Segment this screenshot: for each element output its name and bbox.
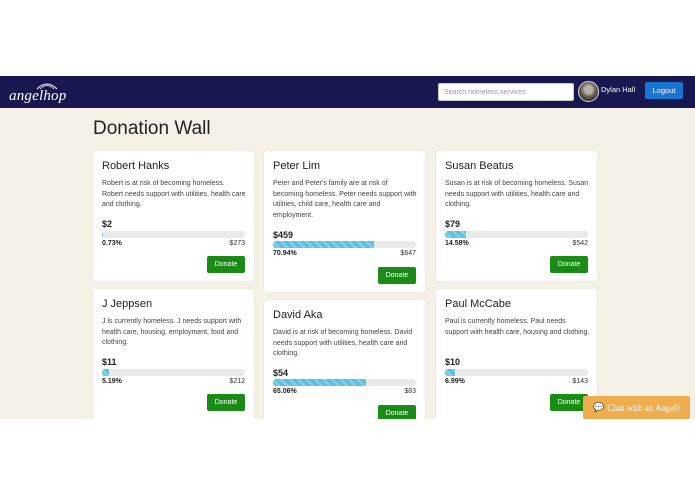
progress-fill — [273, 379, 367, 386]
card-description: Robert is at risk of becoming homeless. … — [102, 180, 246, 208]
card-name: David Aka — [273, 309, 323, 321]
user-name: Dylan Hall — [601, 85, 636, 94]
donate-button[interactable]: Donate — [550, 256, 588, 273]
card-percent: 0.73% — [102, 240, 122, 247]
progress-fill — [102, 231, 104, 238]
main-content: Donation Wall Robert Hanks Robert is at … — [0, 108, 695, 419]
donate-button[interactable]: Donate — [550, 394, 588, 411]
logout-button[interactable]: Logout — [645, 82, 683, 99]
card-goal: $143 — [572, 378, 588, 385]
card-name: Peter Lim — [273, 160, 321, 172]
progress-bar — [273, 241, 416, 248]
card-name: Paul McCabe — [445, 298, 512, 310]
progress-bar — [102, 369, 245, 376]
card-goal: $542 — [572, 240, 588, 247]
top-blank-area — [0, 0, 695, 76]
donation-card: Robert Hanks Robert is at risk of becomi… — [93, 151, 254, 281]
progress-fill — [273, 241, 375, 248]
progress-bar — [273, 379, 416, 386]
avatar[interactable] — [578, 81, 599, 102]
progress-fill — [445, 369, 455, 376]
card-percent: 5.19% — [102, 378, 122, 385]
donation-card: David Aka David is at risk of becoming h… — [264, 300, 425, 419]
progress-bar — [445, 369, 588, 376]
chat-bubble-icon: 💬 — [593, 402, 605, 412]
logo-text: angelhop — [9, 88, 67, 104]
donation-card: Peter Lim Peter and Peter's family are a… — [264, 151, 425, 292]
chat-button[interactable]: 💬 Chat with an Angel! — [583, 396, 690, 419]
logo[interactable]: angelhop — [9, 80, 67, 106]
card-percent: 65.06% — [273, 388, 297, 395]
donate-button[interactable]: Donate — [207, 256, 245, 273]
progress-fill — [445, 231, 466, 238]
card-amount: $11 — [102, 357, 117, 367]
card-description: J is currently homeless. J needs support… — [102, 318, 242, 346]
page-title: Donation Wall — [93, 118, 211, 139]
card-goal: $212 — [229, 378, 245, 385]
donation-card: Paul McCabe Paul is currently homeless. … — [436, 289, 597, 419]
donation-card: J Jeppsen J is currently homeless. J nee… — [93, 289, 254, 419]
bottom-blank-area — [0, 419, 695, 494]
progress-bar — [445, 231, 588, 238]
card-goal: $273 — [229, 240, 245, 247]
card-goal: $647 — [400, 250, 416, 257]
progress-bar — [102, 231, 245, 238]
card-goal: $83 — [404, 388, 416, 395]
search-input[interactable] — [438, 83, 574, 101]
card-amount: $79 — [445, 219, 461, 229]
donation-card: Susan Beatus Susan is at risk of becomin… — [436, 151, 597, 281]
donate-button[interactable]: Donate — [378, 267, 416, 284]
card-description: Susan is at risk of becoming homeless. S… — [445, 180, 589, 208]
card-name: J Jeppsen — [102, 298, 153, 310]
card-amount: $459 — [273, 230, 294, 240]
donate-button[interactable]: Donate — [378, 405, 416, 419]
progress-fill — [102, 369, 110, 376]
card-description: Peter and Peter's family are at risk of … — [273, 180, 417, 219]
card-amount: $54 — [273, 368, 289, 378]
donate-button[interactable]: Donate — [207, 394, 245, 411]
card-percent: 14.58% — [445, 240, 469, 247]
chat-label: Chat with an Angel! — [607, 402, 680, 413]
card-percent: 6.99% — [445, 378, 465, 385]
card-amount: $2 — [102, 219, 113, 229]
halo-icon — [36, 83, 58, 90]
card-percent: 70.94% — [273, 250, 297, 257]
card-amount: $10 — [445, 357, 461, 367]
card-name: Robert Hanks — [102, 160, 170, 172]
card-description: David is at risk of becoming homeless. D… — [273, 329, 413, 357]
card-name: Susan Beatus — [445, 160, 514, 172]
card-description: Paul is currently homeless. Paul needs s… — [445, 318, 590, 336]
